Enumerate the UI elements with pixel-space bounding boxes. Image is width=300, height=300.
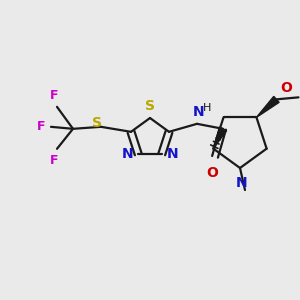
Polygon shape <box>213 127 226 149</box>
Text: F: F <box>50 89 58 102</box>
Text: N: N <box>122 147 133 161</box>
Text: F: F <box>50 154 58 167</box>
Text: H: H <box>203 103 211 113</box>
Text: O: O <box>280 81 292 95</box>
Text: N: N <box>236 176 248 190</box>
Text: F: F <box>37 120 45 133</box>
Text: N: N <box>193 105 205 119</box>
Text: S: S <box>145 99 155 113</box>
Text: N: N <box>167 147 178 161</box>
Text: O: O <box>206 166 218 180</box>
Polygon shape <box>256 96 279 117</box>
Text: S: S <box>92 116 102 130</box>
